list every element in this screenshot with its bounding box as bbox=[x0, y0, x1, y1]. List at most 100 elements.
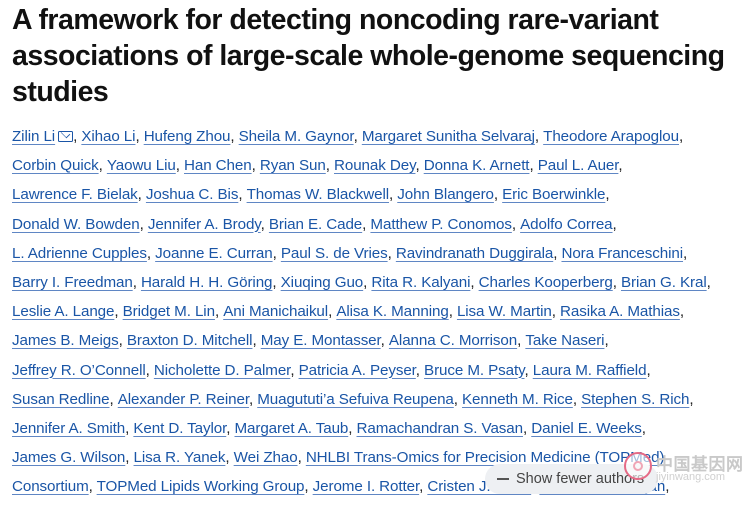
author-link[interactable]: Corbin Quick bbox=[12, 157, 99, 175]
author-link[interactable]: Brian G. Kral bbox=[620, 274, 707, 292]
author-separator: , bbox=[380, 332, 389, 350]
author-link[interactable]: Nicholette D. Palmer bbox=[153, 361, 291, 379]
author-link[interactable]: Alisa K. Manning bbox=[336, 303, 449, 321]
author-link[interactable]: Margaret Sunitha Selvaraj bbox=[361, 128, 535, 145]
author-link[interactable]: Jerome I. Rotter bbox=[312, 478, 420, 496]
author-item: James G. Wilson, bbox=[12, 449, 134, 466]
author-separator: , bbox=[88, 478, 97, 496]
author-link[interactable]: Bridget M. Lin bbox=[122, 303, 215, 321]
author-link[interactable]: Lisa W. Martin bbox=[456, 303, 552, 321]
author-link[interactable]: James B. Meigs bbox=[12, 332, 119, 350]
author-link[interactable]: Nora Franceschini bbox=[561, 244, 684, 262]
author-link[interactable]: Patricia A. Peyser bbox=[298, 361, 416, 379]
author-item: Rita R. Kalyani, bbox=[371, 274, 478, 291]
author-link[interactable]: NHLBI Trans-Omics for Precision Medicine… bbox=[12, 449, 665, 496]
author-link[interactable]: Ravindranath Duggirala bbox=[395, 244, 554, 262]
author-separator: , bbox=[415, 361, 425, 379]
author-link[interactable]: Jennifer A. Smith bbox=[12, 420, 126, 438]
author-item: Joanne E. Curran, bbox=[155, 245, 281, 262]
author-link[interactable]: Matthew P. Conomos bbox=[370, 215, 512, 233]
author-link[interactable]: Xihao Li bbox=[81, 128, 136, 145]
author-link[interactable]: Braxton D. Mitchell bbox=[126, 332, 253, 350]
author-link[interactable]: Joshua C. Bis bbox=[145, 186, 239, 204]
author-item: Leslie A. Lange, bbox=[12, 303, 123, 320]
author-separator: , bbox=[304, 478, 313, 496]
author-link[interactable]: Sheila M. Gaynor bbox=[238, 128, 354, 145]
author-link[interactable]: May E. Montasser bbox=[260, 332, 381, 350]
author-link[interactable]: John Blangero bbox=[397, 186, 494, 204]
author-item: Harald H. H. Göring, bbox=[141, 274, 281, 291]
author-link[interactable]: Margaret A. Taub bbox=[234, 420, 349, 438]
author-item: Adolfo Correa, bbox=[520, 216, 617, 233]
author-link[interactable]: Donna K. Arnett bbox=[423, 157, 530, 175]
author-link[interactable]: Xiuqing Guo bbox=[280, 274, 364, 292]
author-link[interactable]: Laura M. Raffield bbox=[532, 361, 647, 379]
author-item: Laura M. Raffield, bbox=[533, 362, 651, 379]
author-separator: , bbox=[214, 303, 224, 321]
author-link[interactable]: Ryan Sun bbox=[259, 157, 326, 175]
author-link[interactable]: Bruce M. Psaty bbox=[424, 361, 525, 379]
author-separator: , bbox=[251, 157, 260, 175]
author-link[interactable]: Wei Zhao bbox=[233, 449, 298, 467]
author-link[interactable]: Jeffrey R. O’Connell bbox=[12, 361, 146, 379]
mail-icon[interactable] bbox=[58, 131, 74, 142]
author-separator: , bbox=[362, 215, 371, 233]
author-link[interactable]: Charles Kooperberg bbox=[478, 274, 613, 292]
author-separator: , bbox=[522, 420, 532, 438]
author-link[interactable]: Jennifer A. Brody bbox=[147, 215, 261, 233]
author-link[interactable]: James G. Wilson bbox=[12, 449, 126, 467]
author-link[interactable]: L. Adrienne Cupples bbox=[12, 244, 147, 262]
author-link[interactable]: Paul S. de Vries bbox=[280, 244, 388, 262]
show-fewer-authors-label: Show fewer authors bbox=[516, 471, 645, 487]
author-item: Wei Zhao, bbox=[234, 449, 306, 466]
author-link[interactable]: Adolfo Correa bbox=[520, 215, 613, 233]
author-link[interactable]: Lawrence F. Bielak bbox=[12, 186, 138, 204]
author-link[interactable]: Brian E. Cade bbox=[268, 215, 363, 233]
author-item: James B. Meigs, bbox=[12, 332, 127, 349]
author-link[interactable]: Ramachandran S. Vasan bbox=[356, 420, 524, 438]
author-link[interactable]: Paul L. Auer bbox=[537, 157, 619, 175]
author-link[interactable]: Ani Manichaikul bbox=[223, 303, 329, 321]
author-link[interactable]: Lisa R. Yanek bbox=[133, 449, 226, 467]
author-link[interactable]: TOPMed Lipids Working Group bbox=[96, 478, 305, 496]
author-link[interactable]: Alanna C. Morrison bbox=[388, 332, 518, 350]
author-separator: , bbox=[260, 215, 269, 233]
author-link[interactable]: Yaowu Liu bbox=[106, 157, 176, 175]
author-link[interactable]: Joanne E. Curran bbox=[155, 244, 273, 262]
author-item: Xihao Li, bbox=[81, 128, 143, 145]
author-item: TOPMed Lipids Working Group, bbox=[97, 478, 313, 495]
author-link[interactable]: Theodore Arapoglou bbox=[543, 128, 679, 145]
author-link[interactable]: Zilin Li bbox=[12, 128, 56, 145]
author-link[interactable]: Take Naseri bbox=[525, 332, 605, 350]
author-item: Joshua C. Bis, bbox=[146, 186, 247, 203]
author-separator: , bbox=[297, 449, 306, 467]
author-separator: , bbox=[272, 244, 281, 262]
author-separator: , bbox=[238, 186, 247, 204]
author-item: Theodore Arapoglou, bbox=[543, 128, 683, 145]
author-link[interactable]: Donald W. Bowden bbox=[12, 215, 140, 233]
author-link[interactable]: Harald H. H. Göring bbox=[140, 274, 273, 292]
author-link[interactable]: Thomas W. Blackwell bbox=[246, 186, 390, 204]
author-link[interactable]: Han Chen bbox=[184, 157, 252, 175]
author-link[interactable]: Stephen S. Rich bbox=[581, 390, 690, 408]
author-link[interactable]: Alexander P. Reiner bbox=[117, 390, 249, 408]
author-item: Alisa K. Manning, bbox=[336, 303, 457, 320]
author-link[interactable]: Hufeng Zhou bbox=[143, 128, 231, 145]
author-link[interactable]: Eric Boerwinkle bbox=[502, 186, 606, 204]
author-item: Xiuqing Guo, bbox=[281, 274, 372, 291]
author-link[interactable]: Muagututi’a Sefuiva Reupena bbox=[257, 390, 454, 408]
author-separator: , bbox=[348, 420, 357, 438]
author-link[interactable]: Daniel E. Weeks bbox=[531, 420, 642, 438]
author-link[interactable]: Rounak Dey bbox=[334, 157, 416, 175]
author-link[interactable]: Leslie A. Lange bbox=[12, 303, 115, 321]
author-separator: , bbox=[605, 186, 610, 204]
author-separator: , bbox=[612, 274, 621, 292]
author-link[interactable]: Kent D. Taylor bbox=[133, 420, 227, 438]
author-link[interactable]: Barry I. Freedman bbox=[12, 274, 133, 292]
author-item: Ramachandran S. Vasan, bbox=[357, 420, 532, 437]
article-title: A framework for detecting noncoding rare… bbox=[12, 4, 725, 108]
author-link[interactable]: Rasika A. Mathias bbox=[560, 303, 680, 321]
author-link[interactable]: Rita R. Kalyani bbox=[371, 274, 471, 292]
author-link[interactable]: Kenneth M. Rice bbox=[462, 390, 573, 408]
author-link[interactable]: Susan Redline bbox=[12, 390, 110, 408]
